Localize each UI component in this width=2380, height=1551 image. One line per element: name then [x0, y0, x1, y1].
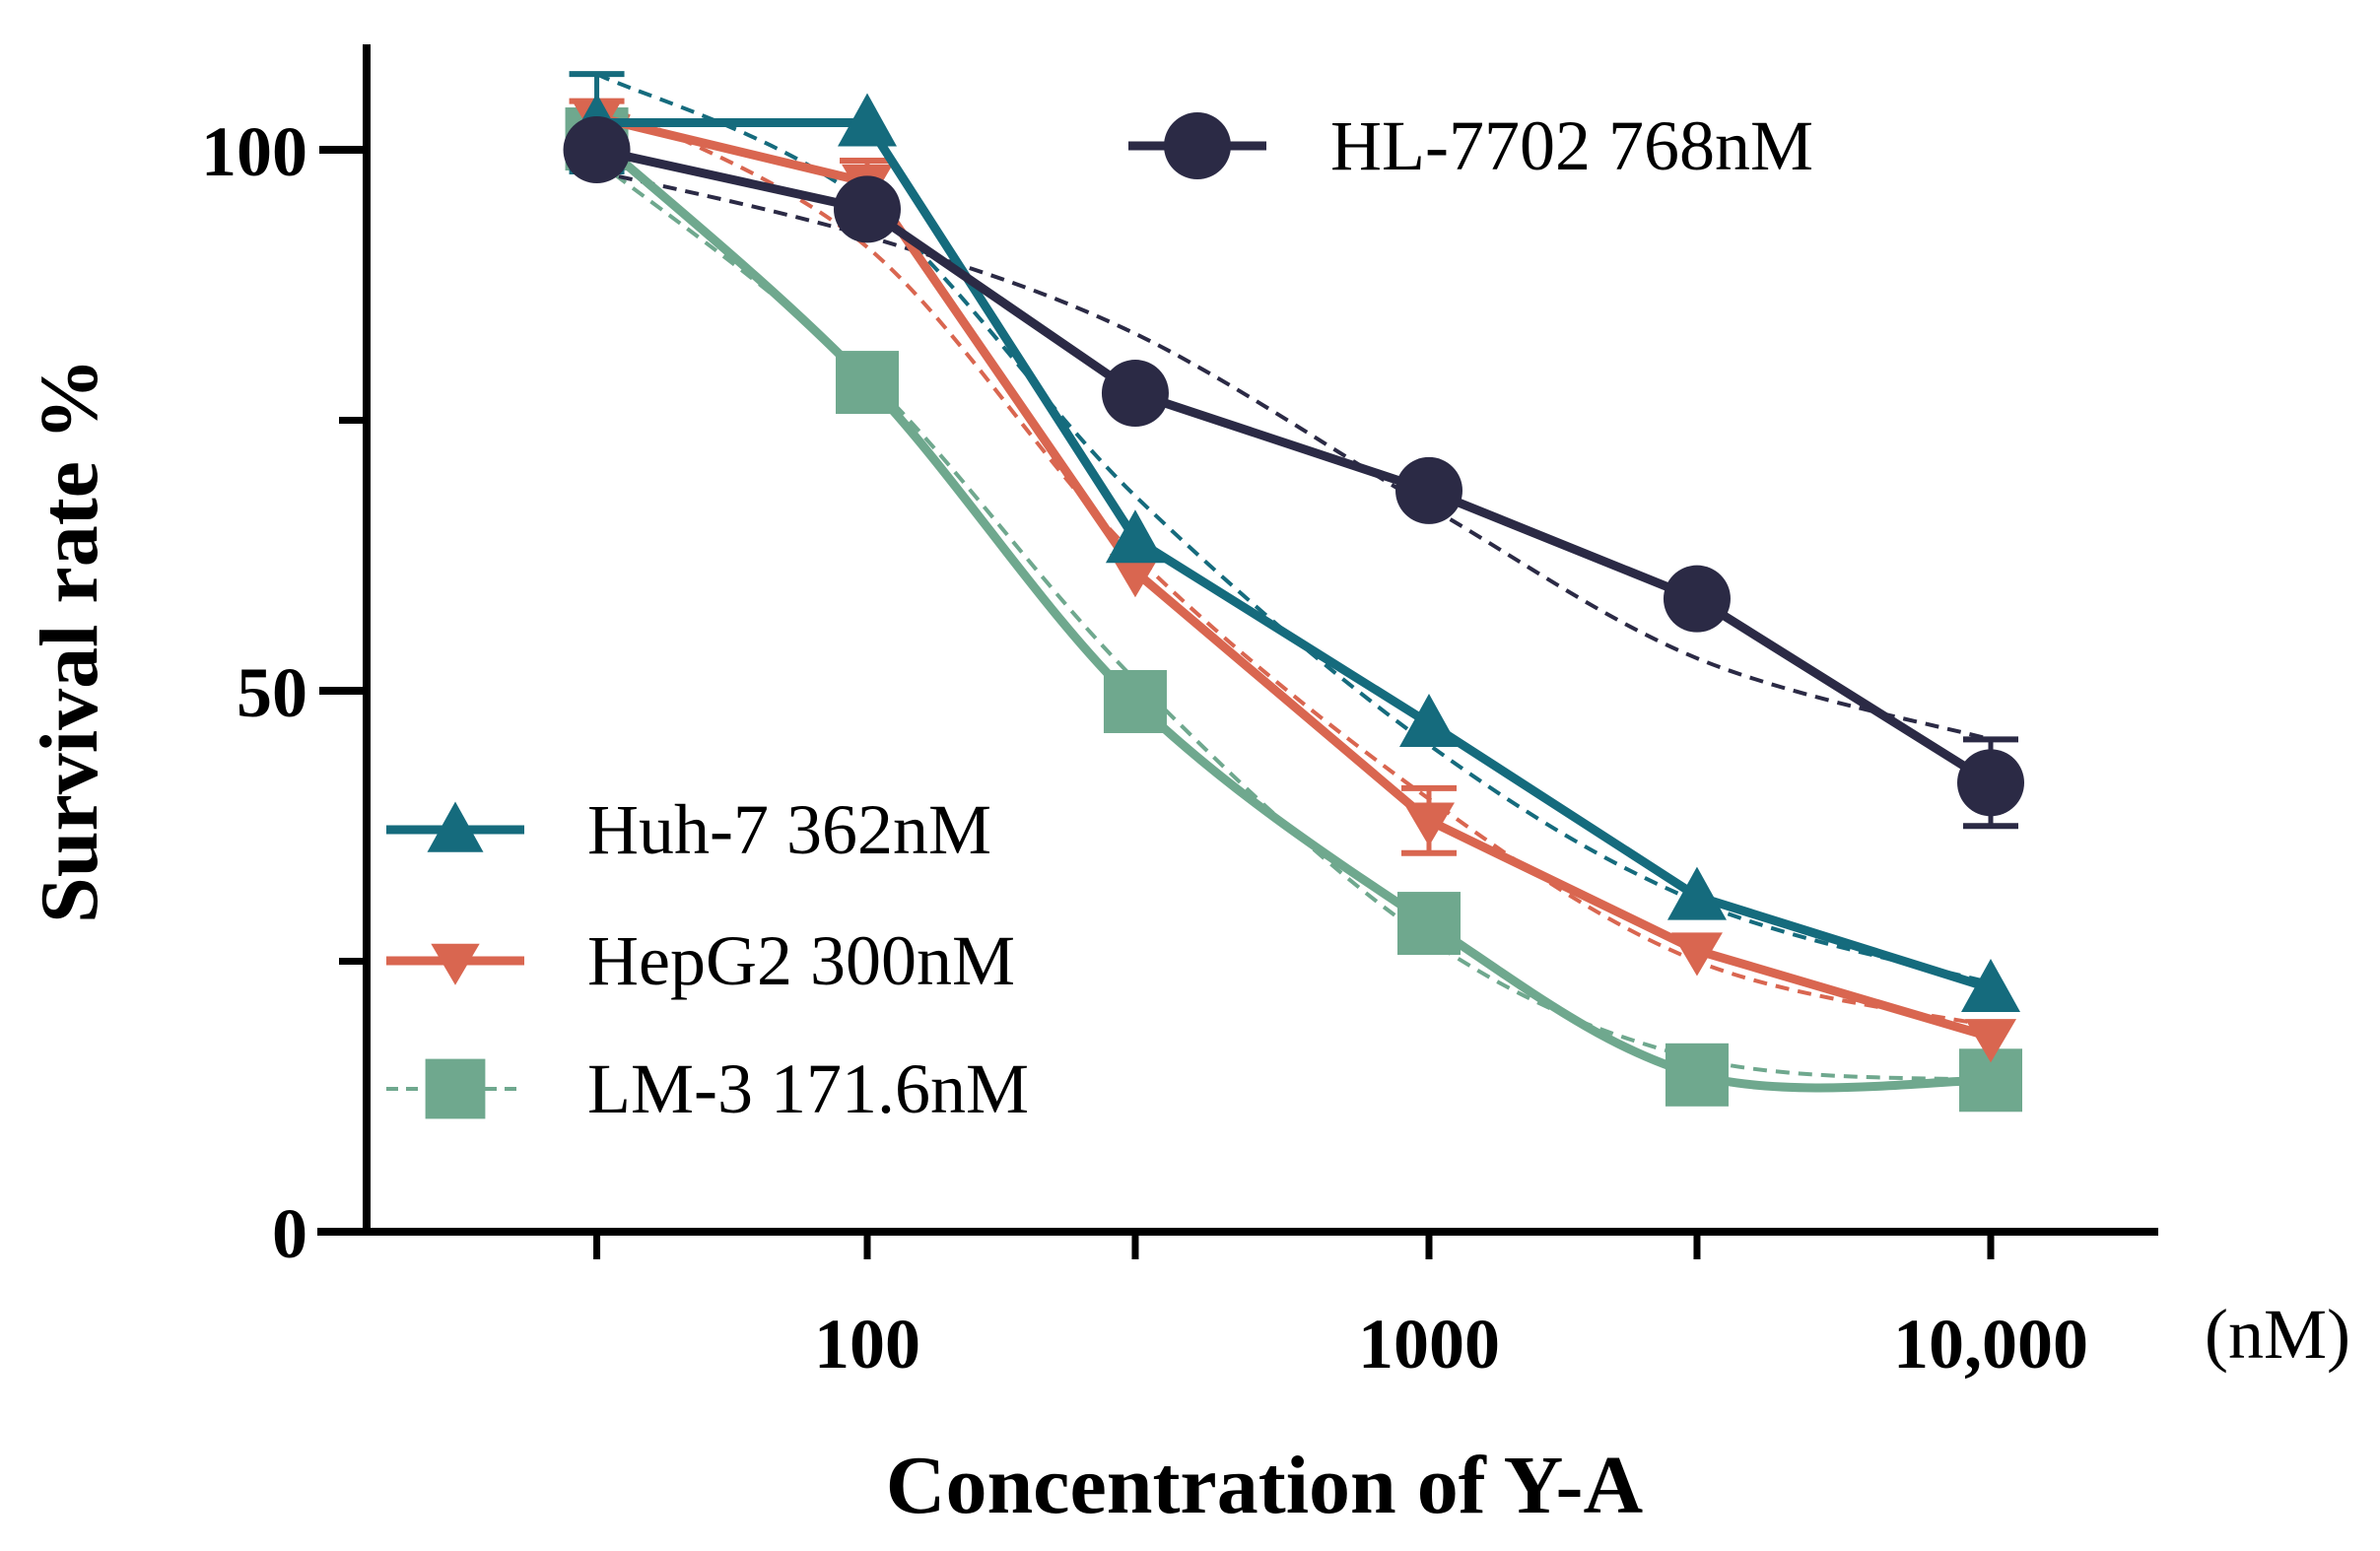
legend-label-hl-7702-768nm: HL-7702 768nM	[1330, 106, 1813, 185]
series-hepg2-300nm	[569, 98, 2016, 1063]
series-line-hepg2-300nm	[595, 112, 1993, 1042]
fit-curve-hepg2-300nm	[595, 99, 1992, 1029]
legend-label-hepg2-300nm: HepG2 300nM	[587, 921, 1015, 1000]
marker-hepg2-300nm	[1403, 802, 1455, 846]
x-tick-label: 10,000	[1893, 1305, 2088, 1383]
legend-marker-hepg2-300nm	[431, 943, 480, 985]
marker-huh-7-362nm	[1666, 866, 1727, 920]
series-line-huh-7-362nm	[596, 118, 1993, 993]
marker-hl-7702-768nm	[1957, 749, 2024, 817]
x-unit-label: (nM)	[2205, 1295, 2350, 1374]
y-axis-title: Survival rate %	[24, 358, 115, 923]
marker-huh-7-362nm	[1105, 509, 1165, 564]
x-tick-label: 100	[814, 1305, 920, 1383]
legend-label-huh-7-362nm: Huh-7 362nM	[587, 790, 991, 869]
x-tick-label: 1000	[1358, 1305, 1500, 1383]
legend-marker-hl-7702-768nm	[1164, 112, 1231, 179]
marker-hl-7702-768nm	[1395, 456, 1462, 524]
marker-huh-7-362nm	[1399, 693, 1459, 747]
marker-lm-3-171-6nm	[1103, 669, 1167, 733]
legend-label-lm-3-171-6nm: LM-3 171.6nM	[587, 1049, 1029, 1128]
y-tick-label: 100	[201, 112, 307, 191]
x-axis-title: Concentration of Y-A	[886, 1440, 1644, 1531]
marker-hepg2-300nm	[1965, 1019, 2016, 1063]
marker-hepg2-300nm	[1109, 554, 1161, 598]
marker-lm-3-171-6nm	[836, 351, 899, 415]
data-series	[563, 71, 2024, 1113]
y-tick-label: 50	[237, 653, 307, 732]
legend: HL-7702 768nM Huh-7 362nM HepG2 300nM LM-3 …	[386, 106, 1813, 1128]
marker-hl-7702-768nm	[563, 116, 631, 183]
series-line-hl-7702-768nm	[595, 145, 1994, 787]
legend-marker-huh-7-362nm	[427, 801, 484, 852]
legend-item-huh-7-362nm: Huh-7 362nM	[386, 790, 991, 869]
marker-huh-7-362nm	[838, 93, 897, 147]
legend-marker-lm-3-171-6nm	[425, 1058, 486, 1119]
marker-huh-7-362nm	[1961, 958, 2020, 1012]
y-tick-label: 0	[272, 1194, 307, 1273]
marker-lm-3-171-6nm	[1665, 1043, 1729, 1107]
marker-hl-7702-768nm	[1663, 565, 1731, 633]
marker-hepg2-300nm	[1670, 932, 1723, 977]
legend-item-lm-3-171-6nm: LM-3 171.6nM	[386, 1049, 1029, 1128]
series-hl-7702-768nm	[563, 116, 2024, 830]
axes: 0 50 100 100 1000 10,000 (nM) Concentration of …	[24, 44, 2350, 1531]
marker-hl-7702-768nm	[834, 175, 901, 243]
marker-hl-7702-768nm	[1101, 360, 1169, 428]
legend-item-hepg2-300nm: HepG2 300nM	[386, 921, 1015, 1000]
legend-item-hl-7702-768nm: HL-7702 768nM	[1128, 106, 1813, 185]
marker-lm-3-171-6nm	[1397, 892, 1461, 956]
